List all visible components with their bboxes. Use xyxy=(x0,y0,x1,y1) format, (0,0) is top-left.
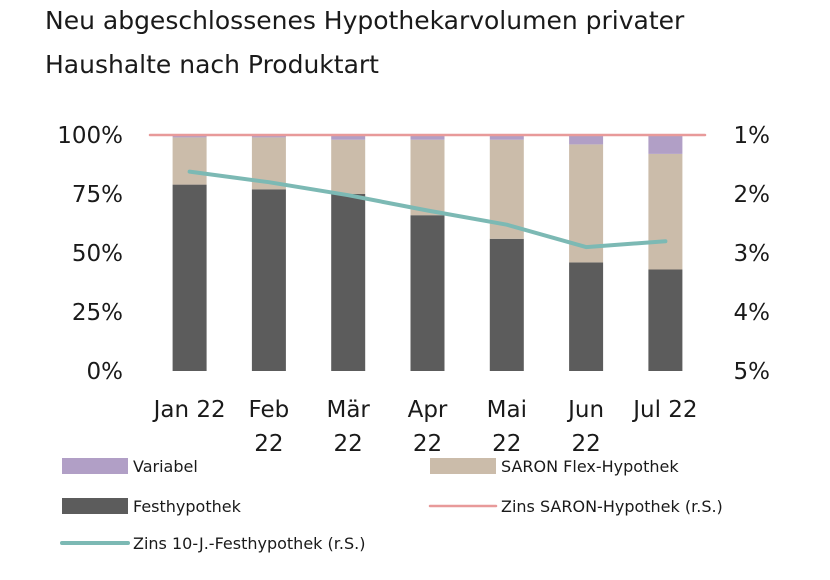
y-left-tick-label: 100% xyxy=(57,123,123,149)
legend: Variabel SARON Flex-Hypothek Festhypothek Z… xyxy=(60,457,723,553)
x-tick-label: Jun 22 xyxy=(566,397,604,457)
y-left-tick-label: 75% xyxy=(72,182,123,208)
legend-label: Festhypothek xyxy=(133,497,242,516)
bar-saron-flex-hypothek-0 xyxy=(172,137,207,185)
legend-label: Zins SARON-Hypothek (r.S.) xyxy=(501,497,723,516)
y-left-tick-label: 25% xyxy=(72,300,123,326)
bar-saron-flex-hypothek-6 xyxy=(648,153,683,270)
y-right-tick-label: 2% xyxy=(734,182,771,208)
y-right-tick-label: 1% xyxy=(734,123,771,149)
legend-item-festhypothek: Festhypothek xyxy=(62,497,242,516)
legend-swatch xyxy=(62,458,128,474)
chart-title-line-1: Neu abgeschlossenes Hypothekarvolumen pr… xyxy=(45,6,685,35)
y-left-tick-label: 0% xyxy=(87,359,124,385)
x-tick-label: Jan 22 xyxy=(152,397,226,423)
bar-festhypothek-6 xyxy=(648,269,683,371)
x-tick-label: Apr 22 xyxy=(408,397,448,457)
bar-variabel-3 xyxy=(410,135,445,140)
bar-variabel-6 xyxy=(648,135,683,154)
legend-swatch xyxy=(62,498,128,514)
y-right-tick-label: 3% xyxy=(734,241,771,267)
bar-festhypothek-1 xyxy=(251,189,286,371)
bar-variabel-5 xyxy=(569,135,604,145)
bar-festhypothek-5 xyxy=(569,262,604,371)
legend-item-zins-saron-hypothek-r-s: Zins SARON-Hypothek (r.S.) xyxy=(428,497,723,516)
bar-festhypothek-3 xyxy=(410,215,445,371)
legend-label: Variabel xyxy=(133,457,198,476)
bar-festhypothek-0 xyxy=(172,184,207,371)
x-tick-label: Jul 22 xyxy=(631,397,697,423)
legend-item-variabel: Variabel xyxy=(62,457,198,476)
legend-label: Zins 10-J.-Festhypothek (r.S.) xyxy=(133,534,365,553)
bar-variabel-2 xyxy=(331,135,366,140)
bar-festhypothek-4 xyxy=(489,238,524,371)
y-right-tick-label: 5% xyxy=(734,359,771,385)
legend-item-zins-10-j-festhypothek-r-s: Zins 10-J.-Festhypothek (r.S.) xyxy=(60,534,365,553)
legend-label: SARON Flex-Hypothek xyxy=(501,457,679,476)
legend-item-saron-flex-hypothek: SARON Flex-Hypothek xyxy=(430,457,679,476)
y-right-tick-label: 4% xyxy=(734,300,771,326)
bar-festhypothek-2 xyxy=(331,194,366,371)
legend-swatch xyxy=(430,458,496,474)
bars-layer xyxy=(172,135,683,371)
x-tick-label: Mai 22 xyxy=(487,397,527,457)
line-zins-10-j-festhypothek-r-s xyxy=(187,169,668,250)
x-tick-label: Feb 22 xyxy=(249,397,290,457)
bar-saron-flex-hypothek-3 xyxy=(410,139,445,216)
chart-title-line-2: Haushalte nach Produktart xyxy=(45,50,379,79)
lines-layer xyxy=(148,133,707,250)
y-left-tick-label: 50% xyxy=(72,241,123,267)
bar-variabel-4 xyxy=(489,135,524,140)
bar-saron-flex-hypothek-2 xyxy=(331,139,366,194)
axes-layer: 0% 25% 50% 75% 100% 1% 2% 3% 4% 5% Jan 22 Feb 22 Mär 2… xyxy=(57,123,770,457)
x-tick-label: Mär 22 xyxy=(326,397,370,457)
